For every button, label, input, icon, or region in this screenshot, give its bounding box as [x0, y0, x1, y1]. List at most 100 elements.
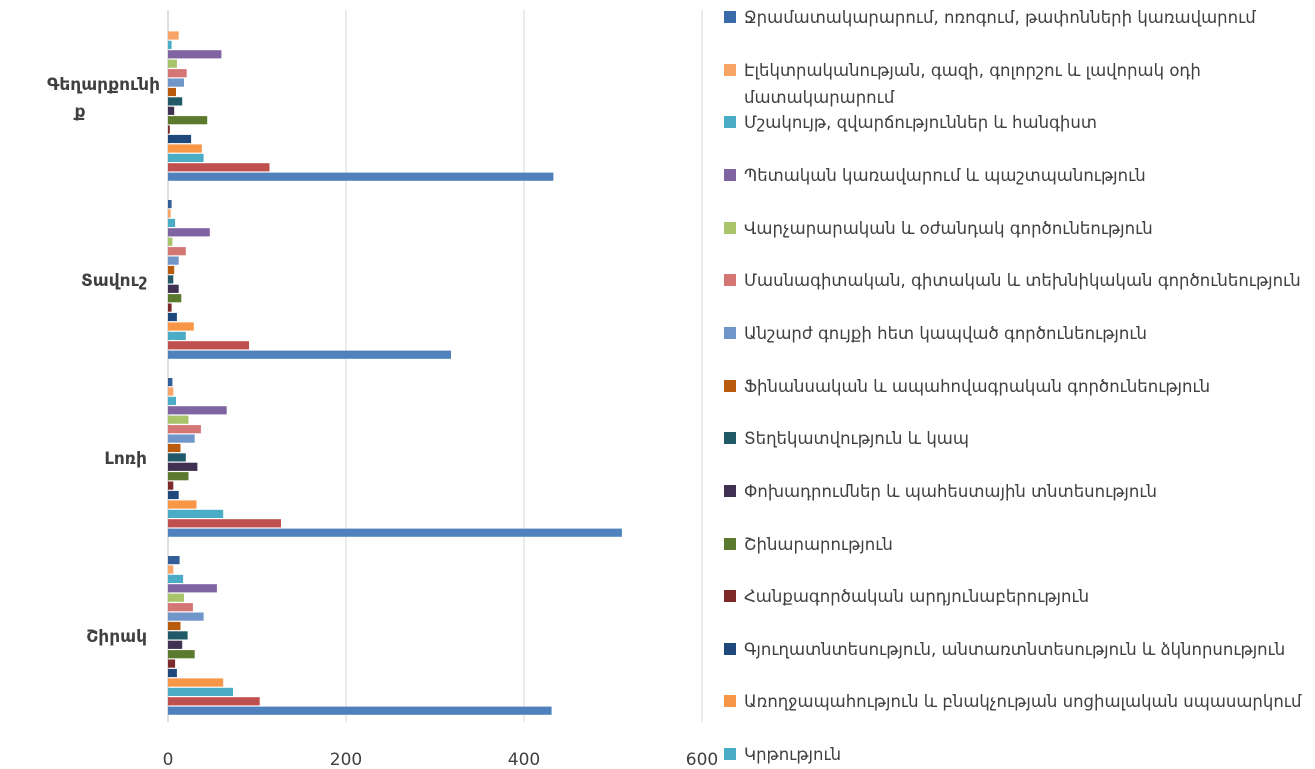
legend: Ջրամատակարարում, ոռոգում, թափոնների կառա…	[724, 8, 1302, 764]
bar	[168, 247, 186, 256]
bar	[168, 453, 186, 462]
bar	[168, 556, 180, 565]
bar	[168, 50, 222, 59]
legend-label: Ֆինանսական և ապահովագրական գործունեությո…	[744, 377, 1210, 396]
x-tick-labels: 0 200 400 600	[163, 750, 719, 769]
bar	[168, 659, 176, 668]
legend-label: Տեղեկատվություն և կապ	[744, 429, 969, 448]
bar	[168, 87, 176, 97]
legend-swatch	[724, 485, 736, 497]
bar	[168, 134, 192, 144]
bar	[168, 443, 181, 453]
legend-label: Էլեկտրականության, գազի, գոլորշու և լավոր…	[744, 61, 1201, 107]
bar	[168, 97, 183, 106]
legend-swatch	[724, 695, 736, 707]
legend-swatch	[724, 643, 736, 655]
category-label: Գեղարքունի	[47, 75, 160, 95]
legend-label: Առողջապահություն և բնակչության սոցիալակա…	[744, 692, 1302, 711]
gridlines	[167, 10, 703, 722]
bar	[168, 350, 451, 359]
bar	[168, 116, 208, 125]
bar	[168, 621, 181, 631]
bar	[168, 668, 177, 678]
legend-swatch	[724, 432, 736, 444]
bar	[168, 312, 177, 322]
bar	[168, 593, 184, 602]
bar	[168, 519, 281, 528]
legend-label: Գյուղատնտեսություն, անտառտնտեսություն և …	[744, 640, 1285, 659]
bar	[168, 209, 171, 218]
legend-label: Կրթություն	[744, 745, 841, 764]
bar	[168, 78, 184, 87]
bar	[168, 218, 176, 227]
bar	[168, 631, 188, 640]
legend-label: Փոխադրումներ և պահեստային տնտեսություն	[744, 482, 1157, 501]
bar	[168, 687, 233, 696]
bar	[168, 322, 194, 331]
bar	[168, 415, 189, 424]
bar	[168, 697, 260, 706]
legend-swatch	[724, 590, 736, 602]
legend-label: Մասնագիտական, գիտական և տեխնիկական գործո…	[744, 271, 1301, 290]
category-label: Տավուշ	[81, 271, 147, 291]
category-label: ք	[73, 102, 85, 122]
legend-label: Անշարժ գույքի հետ կապված գործունեություն	[744, 324, 1147, 343]
bar	[168, 125, 170, 134]
bar	[168, 256, 179, 265]
legend-label: Ջրամատակարարում, ոռոգում, թափոնների կառա…	[744, 8, 1256, 27]
category-labels: Շիրակ Լոռի Տավուշ Գեղարքունի ք	[47, 75, 160, 647]
legend-swatch	[724, 116, 736, 128]
x-tick-label: 600	[686, 750, 718, 769]
bar	[168, 200, 172, 209]
x-tick-label: 0	[163, 750, 174, 769]
bar	[168, 341, 249, 350]
bar	[168, 490, 179, 500]
legend-label: Պետական կառավարում և պաշտպանություն	[744, 166, 1146, 185]
bar	[168, 528, 622, 537]
bar	[168, 284, 179, 293]
bar	[168, 275, 174, 284]
bar	[168, 603, 193, 612]
bar	[168, 153, 204, 162]
bar	[168, 509, 224, 518]
bar	[168, 378, 173, 387]
bar	[168, 172, 554, 181]
legend-swatch	[724, 222, 736, 234]
bar	[168, 406, 227, 415]
bar	[168, 144, 202, 153]
legend-label: Շինարարություն	[744, 535, 893, 554]
bar	[168, 303, 172, 312]
legend-swatch	[724, 748, 736, 760]
legend-swatch	[724, 64, 736, 76]
bar	[168, 163, 270, 172]
bar	[168, 387, 174, 396]
legend-swatch	[724, 169, 736, 181]
bar	[168, 106, 175, 115]
bar	[168, 228, 210, 237]
bar	[168, 678, 224, 687]
bar	[168, 59, 177, 68]
legend-swatch	[724, 380, 736, 392]
legend-swatch	[724, 274, 736, 286]
bar	[168, 396, 176, 405]
legend-swatch	[724, 327, 736, 339]
bar	[168, 500, 197, 509]
bar	[168, 472, 189, 481]
bar	[168, 584, 217, 593]
bar	[168, 640, 183, 649]
bar	[168, 425, 201, 434]
legend-label: Հանքագործական արդյունաբերություն	[744, 587, 1089, 606]
bar	[168, 434, 195, 443]
bar	[168, 481, 174, 490]
bar	[168, 650, 195, 659]
bar	[168, 574, 184, 583]
category-label: Շիրակ	[86, 627, 147, 647]
x-tick-label: 400	[508, 750, 540, 769]
bar	[168, 294, 182, 303]
legend-label: Մշակույթ, զվարճություններ և հանգիստ	[744, 113, 1097, 132]
legend-label: Վարչարարական և օժանդակ գործունեություն	[744, 219, 1153, 238]
bar	[168, 69, 187, 78]
bars	[168, 31, 622, 715]
legend-swatch	[724, 11, 736, 23]
